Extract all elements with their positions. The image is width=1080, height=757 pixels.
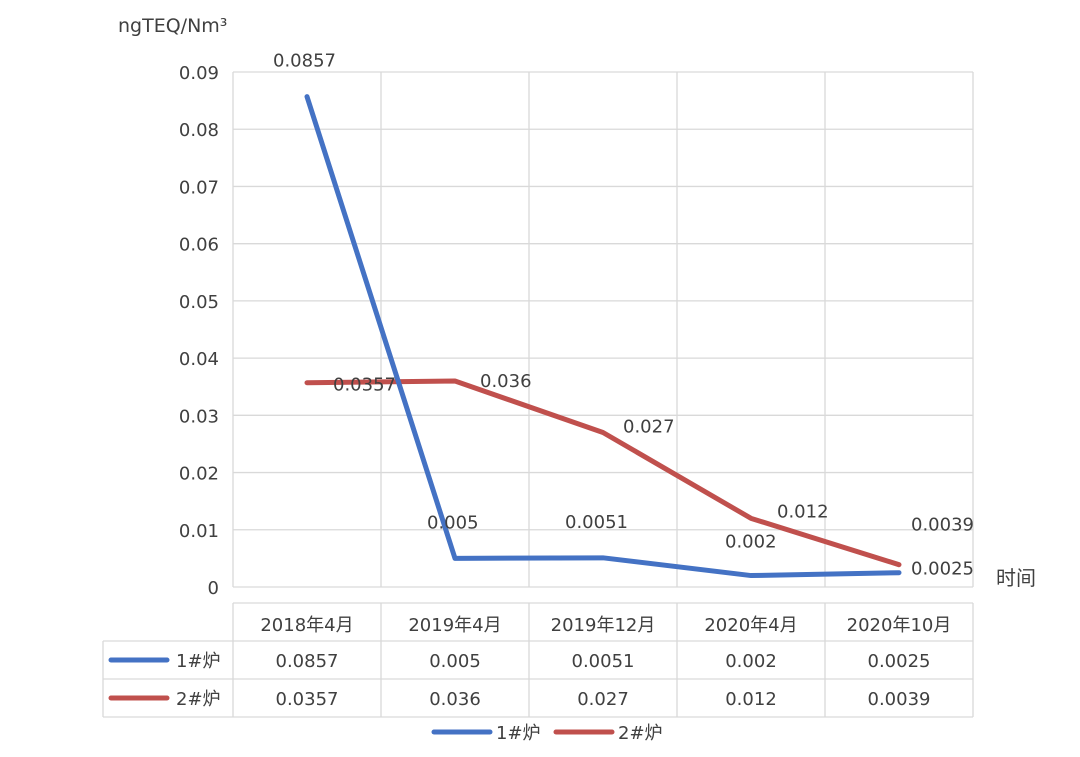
series-lines xyxy=(304,94,902,579)
data-label: 0.012 xyxy=(777,501,829,522)
table-cell: 0.0025 xyxy=(868,651,931,672)
data-label: 0.002 xyxy=(725,532,777,553)
y-tick-label: 0.02 xyxy=(179,464,219,485)
table-cell: 0.005 xyxy=(429,651,481,672)
y-axis-label: ngTEQ/Nm³ xyxy=(118,15,227,37)
y-tick-label: 0.07 xyxy=(179,177,219,198)
data-label: 0.0051 xyxy=(565,512,628,533)
x-tick-label: 2020年4月 xyxy=(704,615,797,636)
data-label: 0.0025 xyxy=(911,559,974,580)
legend: 1#炉 2#炉 xyxy=(431,723,663,744)
y-axis-ticks: 0 0.01 0.02 0.03 0.04 0.05 0.06 0.07 0.08 0.09 xyxy=(179,63,219,599)
table-cell: 0.0039 xyxy=(868,689,931,710)
data-label: 0.0357 xyxy=(333,375,396,396)
legend-label: 2#炉 xyxy=(618,723,663,744)
table-series-name: 1#炉 xyxy=(176,651,221,672)
y-tick-label: 0.09 xyxy=(179,63,219,84)
y-tick-label: 0.05 xyxy=(179,292,219,313)
y-tick-label: 0.04 xyxy=(179,349,219,370)
x-tick-label: 2018年4月 xyxy=(260,615,353,636)
table-cell: 0.002 xyxy=(725,651,777,672)
data-label: 0.005 xyxy=(427,512,479,533)
y-tick-label: 0.03 xyxy=(179,406,219,427)
table-cell: 0.012 xyxy=(725,689,777,710)
data-labels: 0.0857 0.005 0.0051 0.002 0.0025 0.0357 0.036 0… xyxy=(273,51,974,580)
data-label: 0.036 xyxy=(480,371,532,392)
x-axis-label: 时间 xyxy=(996,566,1036,590)
table-cell: 0.0357 xyxy=(276,689,339,710)
table-cell: 0.0051 xyxy=(572,651,635,672)
data-label: 0.027 xyxy=(623,417,675,438)
y-tick-label: 0.06 xyxy=(179,235,219,256)
table-cell: 0.027 xyxy=(577,689,629,710)
x-tick-label: 2020年10月 xyxy=(847,615,952,636)
data-label: 0.0039 xyxy=(911,515,974,536)
x-tick-label: 2019年12月 xyxy=(551,615,656,636)
gridlines xyxy=(232,71,974,588)
y-tick-label: 0 xyxy=(208,578,219,599)
table-cell: 0.0857 xyxy=(276,651,339,672)
y-tick-label: 0.08 xyxy=(179,120,219,141)
data-table: 2018年4月 2019年4月 2019年12月 2020年4月 2020年10月 1#炉… xyxy=(102,602,974,718)
table-series-name: 2#炉 xyxy=(176,689,221,710)
table-cell: 0.036 xyxy=(429,689,481,710)
x-tick-label: 2019年4月 xyxy=(408,615,501,636)
y-tick-label: 0.01 xyxy=(179,521,219,542)
data-label: 0.0857 xyxy=(273,51,336,72)
legend-label: 1#炉 xyxy=(496,723,541,744)
